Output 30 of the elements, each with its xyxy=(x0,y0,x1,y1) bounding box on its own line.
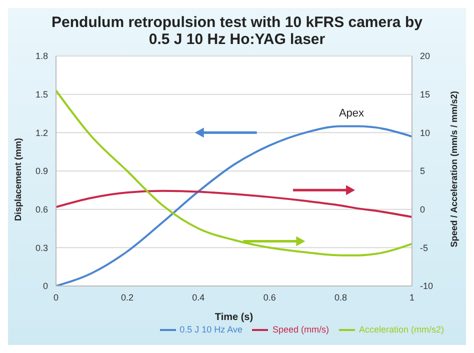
legend-label: 0.5 J 10 Hz Ave xyxy=(180,324,242,334)
x-tick-label: 0.6 xyxy=(263,292,276,302)
y-tick-label: 0.6 xyxy=(35,204,48,215)
y-axis-title: Displacement (mm) xyxy=(13,138,24,221)
y2-tick-label: -5 xyxy=(420,242,428,253)
x-tick-label: 0.4 xyxy=(192,292,205,302)
y-tick-label: 0 xyxy=(42,281,48,292)
legend-label: Acceleration (mm/s2) xyxy=(358,324,444,334)
y2-axis-title: Speed / Acceleration (mm/s / mm/s2) xyxy=(449,91,460,248)
y-tick-label: 0.3 xyxy=(35,242,48,253)
y-tick-label: 1.8 xyxy=(35,51,48,62)
legend-label: Speed (mm/s) xyxy=(272,324,329,334)
y2-tick-label: -10 xyxy=(420,281,434,292)
y-tick-label: 1.2 xyxy=(35,128,48,138)
x-tick-label: 0.2 xyxy=(120,292,134,302)
y2-tick-label: 10 xyxy=(420,128,430,138)
x-axis-title: Time (s) xyxy=(214,312,254,323)
y-tick-label: 1.5 xyxy=(35,90,48,100)
y2-tick-label: 0 xyxy=(420,204,426,215)
line-series xyxy=(56,90,412,256)
y-tick-label: 0.9 xyxy=(35,166,48,176)
x-tick-label: 1 xyxy=(409,292,415,302)
annotation: Apex xyxy=(338,107,365,120)
line-series xyxy=(56,190,412,218)
y2-tick-label: 20 xyxy=(420,51,430,62)
x-tick-label: 0.8 xyxy=(334,292,348,302)
x-tick-label: 0 xyxy=(53,292,59,302)
chart-title: Pendulum retropulsion test with 10 kFRS camera by 0.5 J 10 Hz Ho:YAG laser xyxy=(50,13,424,48)
y2-tick-label: 5 xyxy=(420,166,426,176)
y2-tick-label: 15 xyxy=(420,90,430,100)
